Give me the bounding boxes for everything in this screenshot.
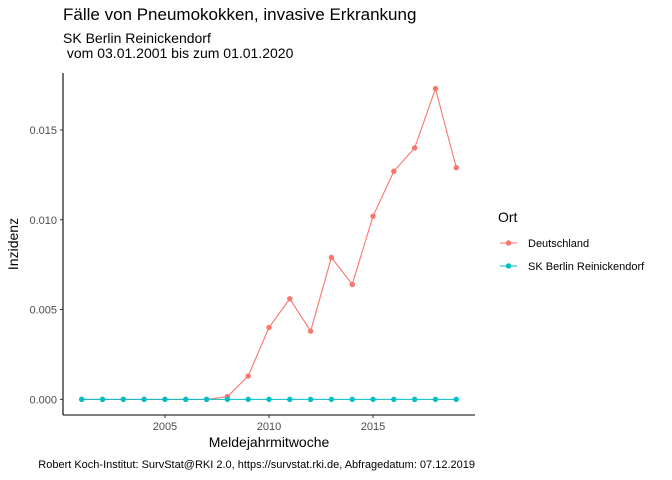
data-point <box>370 213 376 219</box>
data-point <box>432 85 439 92</box>
data-point <box>453 396 459 403</box>
data-point <box>411 396 418 403</box>
series-layer <box>79 85 459 403</box>
data-point <box>203 396 210 403</box>
data-point <box>328 254 335 261</box>
data-point <box>245 373 251 379</box>
legend-item: Deutschland <box>500 238 589 250</box>
source-caption: Robert Koch-Institut: SurvStat@RKI 2.0, … <box>38 459 475 471</box>
data-point <box>287 296 293 302</box>
data-point <box>432 396 439 403</box>
data-point <box>411 145 418 151</box>
x-tick-label: 2005 <box>153 421 177 433</box>
chart-subtitle: SK Berlin Reinickendorf vom 03.01.2001 b… <box>63 31 293 61</box>
legend-key-point <box>505 240 512 246</box>
data-point <box>349 281 355 288</box>
data-point <box>307 396 314 403</box>
data-point <box>391 396 397 403</box>
x-axis-title: Meldejahrmitwoche <box>209 434 330 450</box>
data-point <box>349 396 355 403</box>
data-point <box>391 168 397 174</box>
series-line <box>81 86 457 400</box>
data-point <box>245 396 251 403</box>
y-tick-label: 0.010 <box>29 215 57 227</box>
data-point <box>141 396 147 403</box>
legend-item: SK Berlin Reinickendorf <box>500 261 645 273</box>
legend: Ort Deutschland SK Berlin Reinickendorf <box>498 209 645 273</box>
y-tick-label: 0.005 <box>29 305 57 317</box>
x-tick-label: 2015 <box>361 421 385 433</box>
subtitle-line-2: vom 03.01.2001 bis zum 01.01.2020 <box>63 45 294 61</box>
data-point <box>266 324 272 331</box>
data-point <box>370 396 376 403</box>
x-tick-label: 2010 <box>257 421 281 433</box>
data-point <box>328 396 335 403</box>
y-tick-label: 0.000 <box>29 394 57 406</box>
series-2 <box>79 396 459 403</box>
data-point <box>183 396 189 403</box>
legend-label: SK Berlin Reinickendorf <box>528 261 645 273</box>
y-tick-label: 0.015 <box>29 125 57 137</box>
data-point <box>266 396 272 403</box>
data-point <box>453 164 459 171</box>
data-point <box>287 396 293 403</box>
data-point <box>307 328 314 334</box>
data-point <box>224 396 231 403</box>
legend-title: Ort <box>498 209 518 225</box>
data-point <box>120 396 127 403</box>
series-1 <box>79 85 459 403</box>
chart-title: Fälle von Pneumokokken, invasive Erkrank… <box>63 5 417 24</box>
legend-label: Deutschland <box>528 238 589 250</box>
legend-key-point <box>505 263 512 269</box>
data-point <box>79 396 85 403</box>
subtitle-line-1: SK Berlin Reinickendorf <box>63 30 211 46</box>
y-axis-title: Inzidenz <box>5 218 21 270</box>
axes: 0.000 0.005 0.010 0.015 2005 2010 2015 <box>29 73 475 433</box>
data-point <box>99 396 106 403</box>
data-point <box>162 396 168 403</box>
